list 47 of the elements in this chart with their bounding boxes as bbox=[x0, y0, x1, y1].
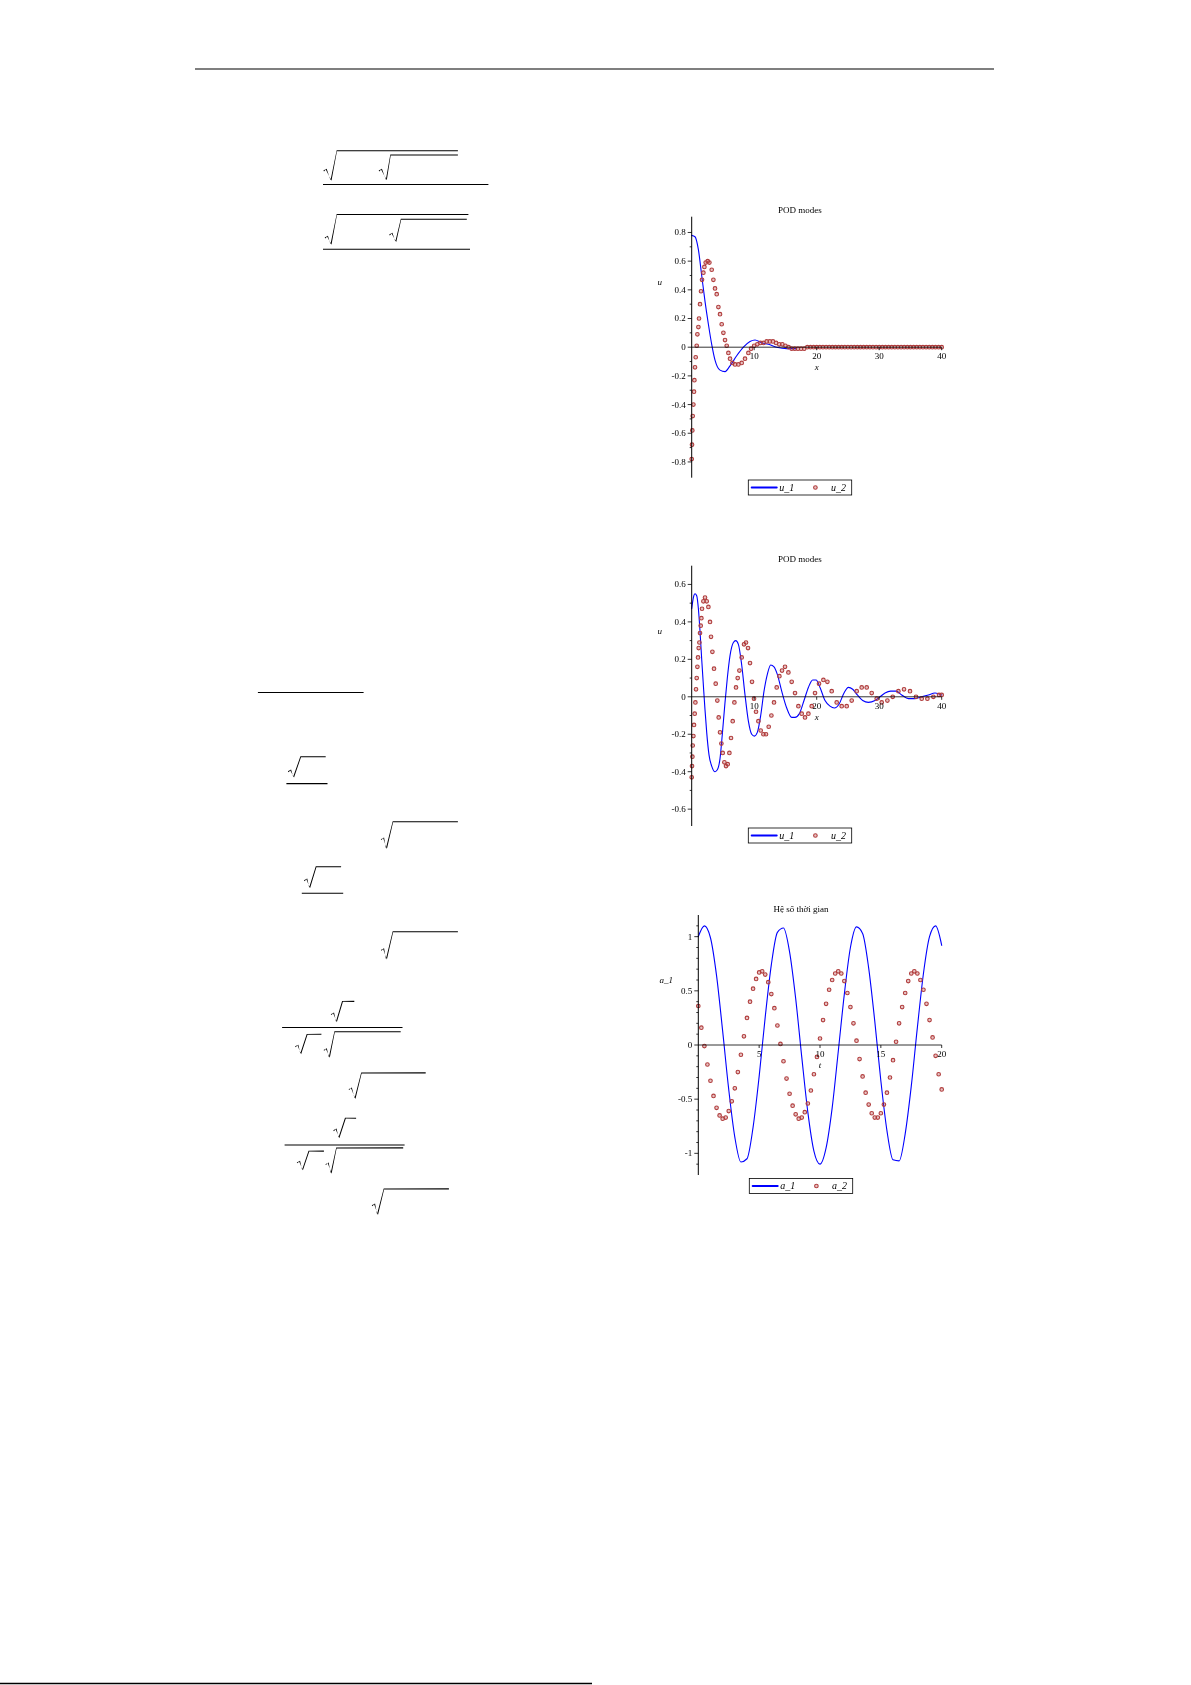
y-tick-label: -0.2 bbox=[671, 729, 686, 740]
y-tick-label: 0 bbox=[687, 1039, 693, 1050]
x-tick-label: 40 bbox=[937, 700, 947, 711]
chart-title: POD modes bbox=[778, 554, 823, 564]
y-tick-label: 0.2 bbox=[674, 313, 686, 324]
y-axis-title: u bbox=[657, 276, 663, 287]
y-tick-label: 0.2 bbox=[674, 654, 686, 665]
legend-label: u_1 bbox=[779, 481, 795, 493]
y-tick-label: -0.6 bbox=[671, 428, 687, 439]
y-axis-title: a_1 bbox=[659, 974, 674, 985]
y-tick-label: 0 bbox=[681, 691, 687, 702]
x-tick-label: 10 bbox=[749, 351, 760, 362]
legend-label: a_1 bbox=[780, 1180, 796, 1192]
x-axis-title: t bbox=[818, 1060, 822, 1070]
x-axis-title: x bbox=[813, 362, 819, 373]
x-tick-label: 20 bbox=[937, 1049, 947, 1059]
x-tick-label: 40 bbox=[937, 351, 947, 362]
legend-label: a_2 bbox=[832, 1180, 847, 1192]
legend-label: u_2 bbox=[831, 829, 846, 841]
y-tick-label: -0.8 bbox=[671, 456, 687, 467]
y-tick-label: -0.2 bbox=[671, 370, 686, 381]
y-tick-label: -0.6 bbox=[671, 804, 687, 815]
y-tick-label: 0.6 bbox=[674, 579, 687, 590]
y-tick-label: 0.5 bbox=[681, 985, 693, 996]
x-tick-label: 20 bbox=[812, 351, 822, 362]
x-tick-label: 20 bbox=[812, 700, 822, 711]
legend-label: u_2 bbox=[831, 481, 846, 493]
y-tick-label: -0.5 bbox=[678, 1094, 693, 1105]
y-tick-label: 0 bbox=[681, 342, 687, 353]
x-tick-label: 5 bbox=[756, 1049, 762, 1059]
x-tick-label: 10 bbox=[815, 1049, 825, 1059]
x-axis-title: x bbox=[813, 711, 819, 722]
y-tick-label: 0.4 bbox=[674, 616, 687, 627]
x-tick-label: 10 bbox=[749, 700, 760, 711]
y-tick-label: 0.6 bbox=[674, 256, 687, 267]
y-tick-label: -0.4 bbox=[671, 766, 687, 777]
chart-title: POD modes bbox=[778, 205, 823, 215]
y-tick-label: -0.4 bbox=[671, 399, 687, 410]
x-tick-label: 30 bbox=[874, 351, 885, 362]
y-tick-label: 0.4 bbox=[674, 284, 687, 295]
legend-label: u_1 bbox=[779, 829, 795, 841]
y-tick-label: 0.8 bbox=[674, 227, 687, 238]
y-axis-title: u bbox=[657, 626, 663, 637]
y-tick-label: 1 bbox=[687, 931, 693, 942]
y-tick-label: -1 bbox=[684, 1148, 693, 1159]
chart-title: Hệ số thời gian bbox=[773, 904, 829, 914]
x-tick-label: 30 bbox=[874, 700, 885, 711]
